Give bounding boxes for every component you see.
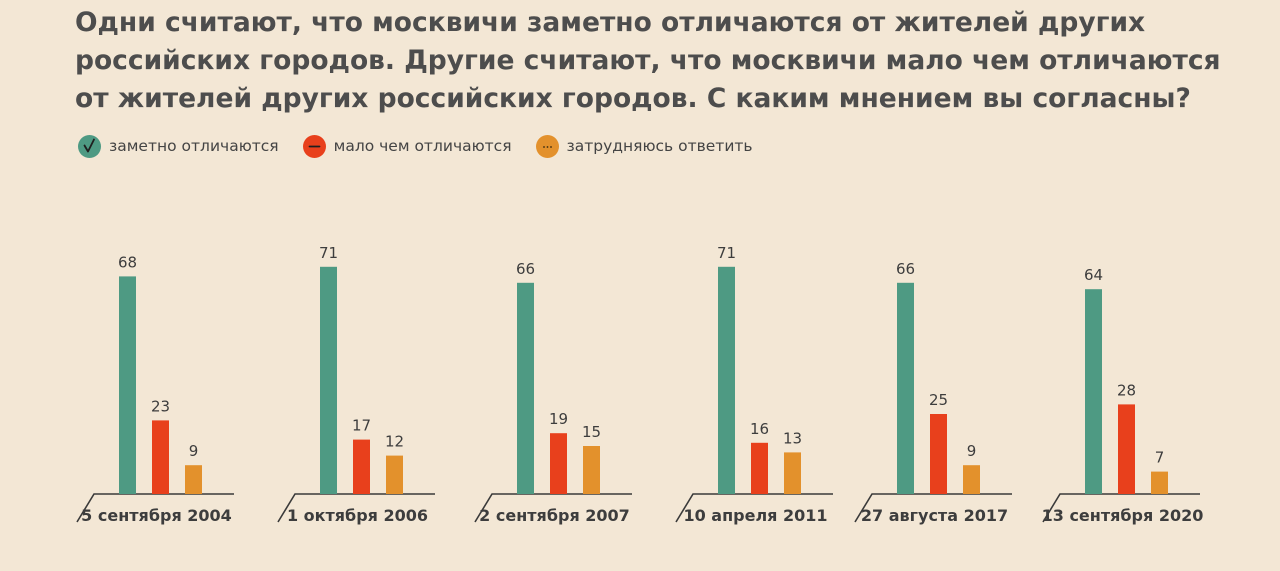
data-label: 23 [151,397,170,415]
bar-hard-to-say [784,452,801,494]
bar-hard-to-say [963,465,980,494]
data-label: 15 [582,423,601,441]
data-label: 68 [118,253,137,271]
legend-label: заметно отличаются [109,137,279,155]
bar-little-differ [751,442,768,494]
legend-label: мало чем отличаются [333,137,512,155]
bar-little-differ [550,433,567,494]
data-label: 7 [1155,449,1165,467]
legend-label: затрудняюсь ответить [566,137,753,155]
legend-item-hard-to-say: затрудняюсь ответить [535,134,753,158]
minus-icon [302,134,326,158]
bar-group: 71 16 13 10 апреля 2011 [675,244,833,525]
bar-noticeably-differ [517,282,534,494]
bar-little-differ [152,420,169,494]
data-label: 19 [549,410,568,428]
category-label: 13 сентября 2020 [1042,506,1204,525]
ellipsis-icon [535,134,559,158]
bar-little-differ [353,439,370,494]
bar-noticeably-differ [897,282,914,494]
category-label: 27 августа 2017 [861,506,1008,525]
data-label: 64 [1084,266,1103,284]
data-label: 9 [967,442,977,460]
category-label: 10 апреля 2011 [683,506,827,525]
data-label: 28 [1117,381,1136,399]
data-label: 71 [717,244,736,262]
legend: заметно отличаются мало чем отличаются з… [78,133,777,159]
data-label: 13 [783,429,802,447]
bar-noticeably-differ [1085,289,1102,494]
data-label: 66 [516,260,535,278]
bar-group: 68 23 9 5 сентября 2004 [76,253,234,525]
data-label: 17 [352,417,371,435]
bar-group: 66 19 15 2 сентября 2007 [474,260,632,525]
category-label: 5 сентября 2004 [81,506,232,525]
category-label: 1 октября 2006 [287,506,428,525]
bar-group: 64 28 7 13 сентября 2020 [1042,266,1204,525]
data-label: 9 [189,442,199,460]
chart-title: Одни считают, что москвичи заметно отлич… [75,7,1221,114]
bar-group: 66 25 9 27 августа 2017 [854,260,1012,525]
category-label: 2 сентября 2007 [479,506,630,525]
data-label: 25 [929,391,948,409]
legend-item-noticeably-differ: заметно отличаются [78,134,279,158]
bar-hard-to-say [583,446,600,494]
data-label: 12 [385,433,404,451]
bar-noticeably-differ [119,276,136,494]
bar-little-differ [1118,404,1135,494]
data-label: 71 [319,244,338,262]
legend-item-little-differ: мало чем отличаются [302,134,512,158]
data-label: 66 [896,260,915,278]
bar-group: 71 17 12 1 октября 2006 [277,244,435,525]
bar-little-differ [930,414,947,494]
bar-hard-to-say [386,455,403,494]
check-icon [78,134,101,158]
bar-noticeably-differ [718,266,735,494]
bar-hard-to-say [1151,471,1168,494]
bar-hard-to-say [185,465,202,494]
bar-noticeably-differ [320,266,337,494]
data-label: 16 [750,420,769,438]
